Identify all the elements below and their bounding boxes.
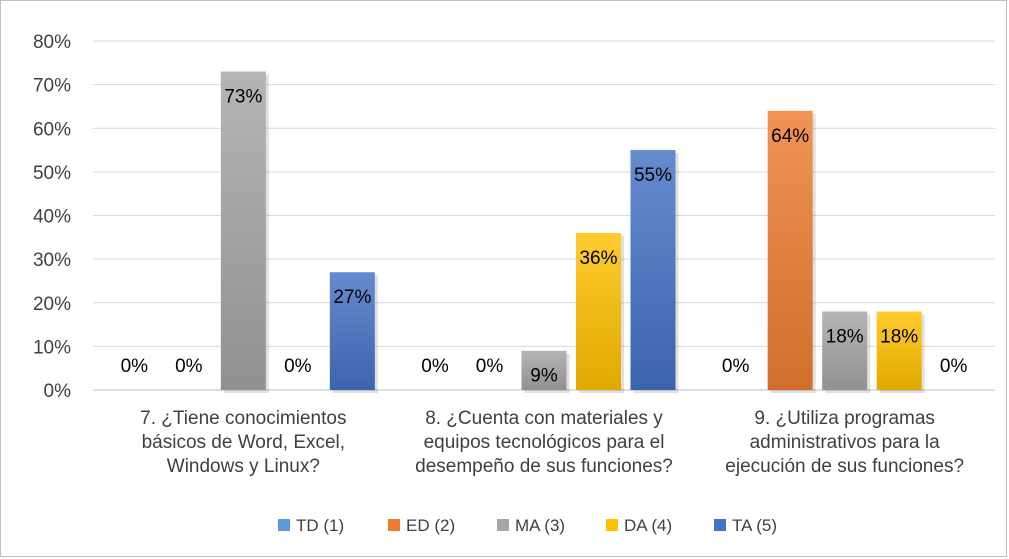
- legend-swatch: [278, 519, 290, 531]
- data-label: 18%: [826, 326, 864, 347]
- data-label: 9%: [530, 366, 558, 387]
- data-label: 0%: [284, 356, 312, 377]
- category-label: 7. ¿Tiene conocimientos básicos de Word, …: [140, 408, 346, 477]
- bar: [767, 110, 813, 391]
- y-tick-label: 40%: [33, 207, 71, 228]
- legend-swatch: [497, 519, 509, 531]
- legend: TD (1) ED (2) MA (3) DA (4) TA (5): [278, 516, 777, 535]
- data-label: 73%: [224, 87, 262, 108]
- legend-label: MA (3): [515, 516, 565, 535]
- data-labels: 0% 0% 73% 0% 27% 0% 0% 9% 36% 55% 0% 64% 18% 18% 0%: [121, 87, 968, 387]
- data-label: 0%: [940, 356, 968, 377]
- legend-swatch: [388, 519, 400, 531]
- bar: [576, 232, 621, 390]
- data-label: 0%: [175, 356, 203, 377]
- data-label: 27%: [333, 287, 371, 308]
- bar: [876, 311, 922, 390]
- bar: [220, 71, 266, 390]
- y-axis-ticks: 0% 10% 20% 30% 40% 50% 60% 70% 80%: [33, 32, 71, 402]
- data-label: 0%: [421, 356, 449, 377]
- data-label: 18%: [880, 326, 918, 347]
- y-tick-label: 10%: [33, 337, 71, 358]
- legend-label: ED (2): [406, 516, 455, 535]
- y-tick-label: 60%: [33, 119, 71, 140]
- data-label: 64%: [771, 126, 809, 147]
- bar: [521, 350, 567, 390]
- bars: [220, 71, 925, 394]
- legend-swatch: [606, 519, 618, 531]
- data-label: 0%: [121, 356, 149, 377]
- y-tick-label: 50%: [33, 163, 71, 184]
- y-tick-label: 20%: [33, 294, 71, 315]
- y-tick-label: 70%: [33, 76, 71, 97]
- data-label: 36%: [579, 248, 617, 269]
- bar: [822, 311, 868, 390]
- y-tick-label: 80%: [33, 32, 71, 53]
- data-label: 0%: [722, 356, 750, 377]
- y-tick-label: 30%: [33, 250, 71, 271]
- legend-label: TA (5): [732, 516, 777, 535]
- y-tick-label: 0%: [44, 381, 72, 402]
- data-label: 55%: [634, 165, 672, 186]
- bar: [630, 150, 676, 390]
- category-label: 8. ¿Cuenta con materiales y equipos tecno…: [415, 408, 673, 477]
- bar: [329, 272, 375, 390]
- legend-label: TD (1): [296, 516, 344, 535]
- legend-label: DA (4): [624, 516, 672, 535]
- category-labels: 7. ¿Tiene conocimientos básicos de Word, …: [140, 408, 964, 477]
- data-label: 0%: [476, 356, 504, 377]
- category-label: 9. ¿Utiliza programas administrativos par…: [725, 408, 964, 477]
- legend-swatch: [714, 519, 726, 531]
